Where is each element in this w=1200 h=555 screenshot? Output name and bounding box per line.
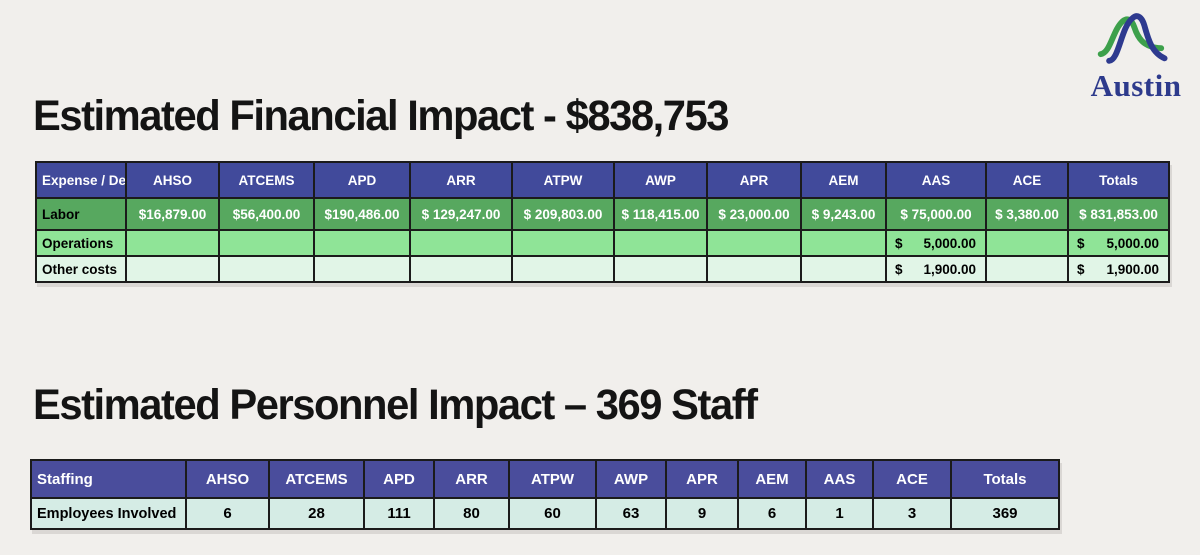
amount: 5,000.00 xyxy=(1106,235,1159,251)
col-header-ahso: AHSO xyxy=(125,161,220,199)
empty-cell xyxy=(218,229,315,257)
row-label-employees-involved: Employees Involved xyxy=(30,497,187,530)
empty-cell xyxy=(511,255,615,283)
col-header-staffing: Staffing xyxy=(30,459,187,499)
row-label-labor: Labor xyxy=(35,197,127,231)
amount: 1,900.00 xyxy=(923,261,976,277)
empty-cell xyxy=(511,229,615,257)
col-header-arr: ARR xyxy=(409,161,513,199)
employees-awp-value: 63 xyxy=(595,497,667,530)
labor-apr-value: $ 23,000.00 xyxy=(706,197,802,231)
empty-cell xyxy=(613,229,708,257)
personnel-impact-table: Staffing AHSO ATCEMS APD ARR ATPW AWP AP… xyxy=(30,459,1060,530)
amount: 1,900.00 xyxy=(1106,261,1159,277)
col-header-atpw: ATPW xyxy=(508,459,597,499)
currency-sign: $ xyxy=(895,261,903,277)
col-header-expense-dept: Expense / Dept xyxy=(35,161,127,199)
col-header-awp: AWP xyxy=(595,459,667,499)
col-header-aem: AEM xyxy=(737,459,807,499)
empty-cell xyxy=(706,229,802,257)
operations-aas-value: $ 5,000.00 xyxy=(885,229,987,257)
labor-apd-value: $190,486.00 xyxy=(313,197,411,231)
employees-aem-value: 6 xyxy=(737,497,807,530)
financial-impact-table: Expense / Dept AHSO ATCEMS APD ARR ATPW … xyxy=(35,161,1170,283)
staffing-header-row: Staffing AHSO ATCEMS APD ARR ATPW AWP AP… xyxy=(30,459,1060,499)
labor-totals-value: $ 831,853.00 xyxy=(1067,197,1170,231)
col-header-apr: APR xyxy=(706,161,802,199)
empty-cell xyxy=(985,255,1069,283)
labor-arr-value: $ 129,247.00 xyxy=(409,197,513,231)
empty-cell xyxy=(409,255,513,283)
col-header-atpw: ATPW xyxy=(511,161,615,199)
labor-aas-value: $ 75,000.00 xyxy=(885,197,987,231)
empty-cell xyxy=(409,229,513,257)
employees-atpw-value: 60 xyxy=(508,497,597,530)
employees-apr-value: 9 xyxy=(665,497,739,530)
col-header-atcems: ATCEMS xyxy=(268,459,365,499)
col-header-ahso: AHSO xyxy=(185,459,270,499)
currency-sign: $ xyxy=(1077,261,1085,277)
col-header-atcems: ATCEMS xyxy=(218,161,315,199)
employees-arr-value: 80 xyxy=(433,497,510,530)
col-header-ace: ACE xyxy=(872,459,952,499)
other-costs-aas-value: $ 1,900.00 xyxy=(885,255,987,283)
empty-cell xyxy=(985,229,1069,257)
col-header-apr: APR xyxy=(665,459,739,499)
col-header-aas: AAS xyxy=(805,459,874,499)
empty-cell xyxy=(218,255,315,283)
col-header-totals: Totals xyxy=(950,459,1060,499)
empty-cell xyxy=(800,229,887,257)
empty-cell xyxy=(125,255,220,283)
row-label-operations: Operations xyxy=(35,229,127,257)
personnel-impact-title: Estimated Personnel Impact – 369 Staff xyxy=(33,381,758,429)
empty-cell xyxy=(800,255,887,283)
operations-totals-value: $ 5,000.00 xyxy=(1067,229,1170,257)
col-header-arr: ARR xyxy=(433,459,510,499)
col-header-apd: APD xyxy=(313,161,411,199)
austin-logo-icon xyxy=(1097,13,1168,64)
labor-atpw-value: $ 209,803.00 xyxy=(511,197,615,231)
empty-cell xyxy=(613,255,708,283)
employees-aas-value: 1 xyxy=(805,497,874,530)
col-header-awp: AWP xyxy=(613,161,708,199)
empty-cell xyxy=(125,229,220,257)
other-costs-totals-value: $ 1,900.00 xyxy=(1067,255,1170,283)
empty-cell xyxy=(313,229,411,257)
empty-cell xyxy=(313,255,411,283)
empty-cell xyxy=(706,255,802,283)
employees-totals-value: 369 xyxy=(950,497,1060,530)
labor-ace-value: $ 3,380.00 xyxy=(985,197,1069,231)
employees-atcems-value: 28 xyxy=(268,497,365,530)
currency-sign: $ xyxy=(1077,235,1085,251)
col-header-apd: APD xyxy=(363,459,435,499)
operations-row: Operations $ 5,000.00 $ xyxy=(35,229,1170,257)
labor-aem-value: $ 9,243.00 xyxy=(800,197,887,231)
labor-ahso-value: $16,879.00 xyxy=(125,197,220,231)
labor-row: Labor $16,879.00 $56,400.00 $190,486.00 … xyxy=(35,197,1170,231)
labor-awp-value: $ 118,415.00 xyxy=(613,197,708,231)
employees-ace-value: 3 xyxy=(872,497,952,530)
row-label-other-costs: Other costs xyxy=(35,255,127,283)
employees-apd-value: 111 xyxy=(363,497,435,530)
austin-wordmark: Austin xyxy=(1090,68,1182,103)
employees-involved-row: Employees Involved 6 28 111 80 60 63 9 6… xyxy=(30,497,1060,530)
financial-impact-title: Estimated Financial Impact - $838,753 xyxy=(33,92,729,140)
austin-logo: Austin xyxy=(1078,8,1194,103)
amount: 5,000.00 xyxy=(923,235,976,251)
col-header-aas: AAS xyxy=(885,161,987,199)
col-header-ace: ACE xyxy=(985,161,1069,199)
currency-sign: $ xyxy=(895,235,903,251)
labor-atcems-value: $56,400.00 xyxy=(218,197,315,231)
other-costs-row: Other costs $ 1,900.00 xyxy=(35,255,1170,283)
col-header-totals: Totals xyxy=(1067,161,1170,199)
employees-ahso-value: 6 xyxy=(185,497,270,530)
financial-header-row: Expense / Dept AHSO ATCEMS APD ARR ATPW … xyxy=(35,161,1170,199)
col-header-aem: AEM xyxy=(800,161,887,199)
